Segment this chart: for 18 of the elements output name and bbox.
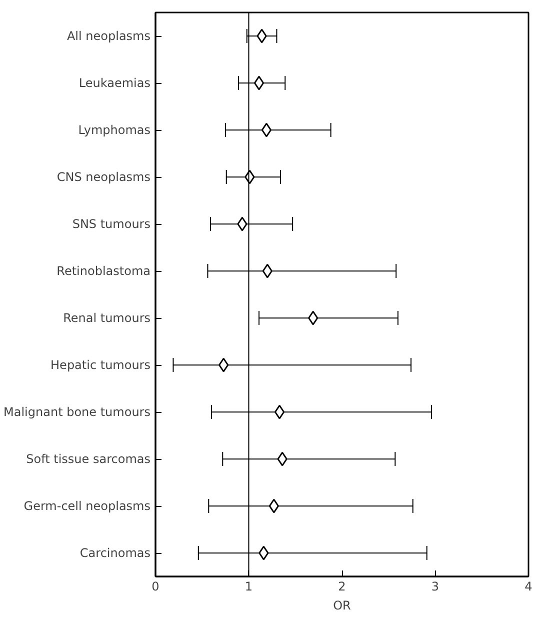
y-tick-label: Leukaemias xyxy=(78,76,151,90)
x-tick-label: 1 xyxy=(244,580,253,594)
y-tick-label: Soft tissue sarcomas xyxy=(26,452,151,466)
y-tick-label: Malignant bone tumours xyxy=(4,405,151,419)
x-tick-label: 4 xyxy=(524,580,532,594)
x-axis-title: OR xyxy=(333,598,351,612)
y-tick-label: SNS tumours xyxy=(72,217,151,231)
y-tick-label: Retinoblastoma xyxy=(56,264,151,278)
y-tick-label: Carcinomas xyxy=(80,546,150,560)
y-tick-label: Germ-cell neoplasms xyxy=(24,499,151,513)
x-tick-label: 2 xyxy=(338,580,346,594)
y-tick-label: CNS neoplasms xyxy=(56,170,151,184)
x-tick-label: 3 xyxy=(431,580,440,594)
y-tick-label: All neoplasms xyxy=(66,29,151,43)
x-tick-label: 0 xyxy=(152,580,160,594)
y-tick-label: Hepatic tumours xyxy=(50,358,151,372)
y-tick-label: Lymphomas xyxy=(78,123,150,137)
y-tick-label: Renal tumours xyxy=(63,311,150,325)
